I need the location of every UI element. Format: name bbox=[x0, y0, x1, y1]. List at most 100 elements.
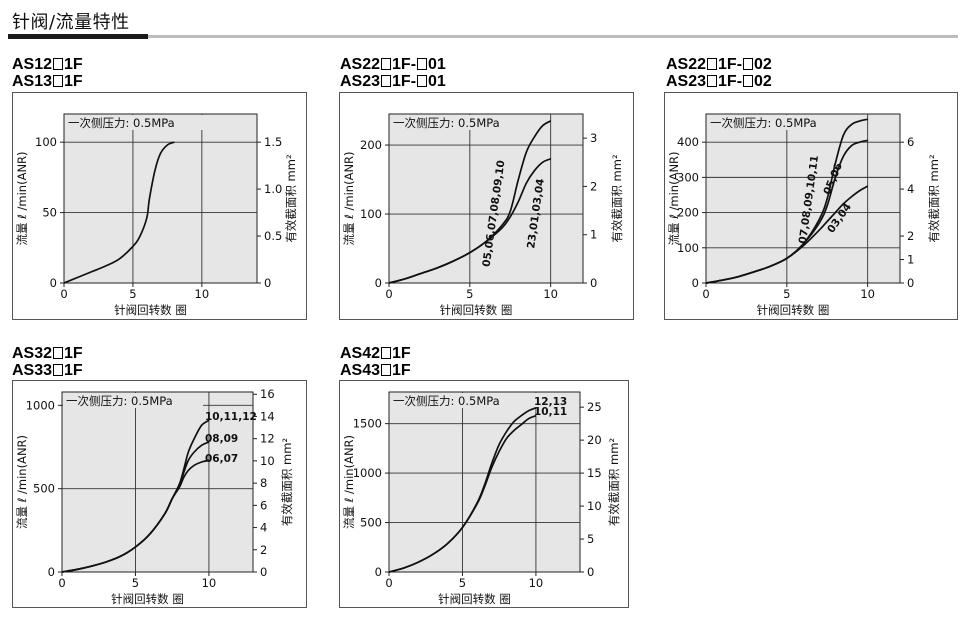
title-underline-dark bbox=[8, 34, 148, 39]
y-tick-label: 100 bbox=[677, 241, 699, 255]
x-tick-label: 0 bbox=[702, 287, 709, 301]
y-axis-title: 流量 ℓ /min(ANR) bbox=[342, 151, 356, 245]
pressure-note-bg bbox=[390, 393, 540, 408]
series-label: 06,07 bbox=[205, 453, 238, 465]
flow-chart-svg: 一次侧压力: 0.5MPa 0 500 1000 1500 0 5 10 15 20 25 0 5 10 针… bbox=[342, 391, 621, 606]
y-tick-label: 0 bbox=[50, 276, 57, 290]
title-underline-light bbox=[148, 35, 958, 38]
page-title: 针阀/流量特性 bbox=[12, 12, 130, 33]
y-axis-title: 流量 ℓ /min(ANR) bbox=[342, 435, 356, 529]
model-line: AS23 1F- 01 bbox=[340, 73, 446, 90]
flow-chart-svg: 一次侧压力: 0.5MPa 0 50 100 0 0.5 1.0 1.5 0 5 10 针阀回转数 圈… bbox=[15, 113, 298, 317]
pressure-note: 一次侧压力: 0.5MPa bbox=[393, 116, 500, 130]
y2-tick-label: 0 bbox=[590, 276, 597, 290]
flow-chart-svg: 一次侧压力: 0.5MPa 0 100 200 300 400 0 1 2 4 6 0 5 10 针阀回转数… bbox=[667, 113, 941, 317]
model-line: AS22 1F- 02 bbox=[666, 56, 772, 73]
pressure-note: 一次侧压力: 0.5MPa bbox=[66, 394, 173, 408]
y-tick-label: 100 bbox=[35, 135, 57, 149]
y-axis-title: 流量 ℓ /min(ANR) bbox=[15, 435, 29, 529]
y2-tick-label: 0 bbox=[587, 565, 594, 579]
pressure-note-bg bbox=[65, 115, 215, 130]
placeholder-box-icon bbox=[707, 75, 718, 87]
placeholder-box-icon bbox=[743, 75, 754, 87]
x-axis-title: 针阀回转数 圈 bbox=[440, 303, 513, 317]
y2-tick-label: 1 bbox=[907, 253, 914, 267]
x-tick-label: 10 bbox=[860, 287, 875, 301]
x-tick-label: 5 bbox=[459, 576, 466, 590]
y2-tick-label: 2 bbox=[590, 179, 597, 193]
model-line: AS23 1F- 02 bbox=[666, 73, 772, 90]
series-label: 10,11,12 bbox=[205, 411, 257, 423]
model-line: AS42 1F bbox=[340, 345, 411, 362]
y2-tick-label: 12 bbox=[260, 432, 275, 446]
pressure-note: 一次侧压力: 0.5MPa bbox=[710, 116, 817, 130]
y2-tick-label: 0 bbox=[260, 565, 267, 579]
placeholder-box-icon bbox=[743, 58, 754, 70]
y2-tick-label: 4 bbox=[907, 182, 914, 196]
y-tick-label: 200 bbox=[677, 206, 699, 220]
y-tick-label: 1000 bbox=[26, 398, 55, 412]
placeholder-box-icon bbox=[53, 58, 64, 70]
x-tick-label: 10 bbox=[195, 287, 210, 301]
x-tick-label: 0 bbox=[60, 287, 67, 301]
plot-area bbox=[61, 391, 254, 573]
x-tick-label: 5 bbox=[129, 287, 136, 301]
y2-tick-label: 0 bbox=[907, 276, 914, 290]
pressure-note: 一次侧压力: 0.5MPa bbox=[68, 116, 175, 130]
y2-tick-label: 4 bbox=[260, 521, 267, 535]
y2-axis-title: 有效截面积 mm² bbox=[927, 154, 941, 242]
x-tick-label: 10 bbox=[543, 287, 558, 301]
pressure-note: 一次侧压力: 0.5MPa bbox=[393, 394, 500, 408]
y2-tick-label: 0.5 bbox=[264, 229, 282, 243]
flow-chart-svg: 一次侧压力: 0.5MPa 0 100 200 0 1 2 3 0 5 10 针阀回转数 圈 流量 ℓ … bbox=[342, 113, 624, 317]
placeholder-box-icon bbox=[53, 75, 64, 87]
placeholder-box-icon bbox=[381, 364, 392, 376]
y2-tick-label: 16 bbox=[260, 387, 275, 401]
y-tick-label: 500 bbox=[360, 516, 382, 530]
y2-tick-label: 0 bbox=[264, 276, 271, 290]
y2-axis-title: 有效截面积 mm² bbox=[284, 154, 298, 242]
y-tick-label: 500 bbox=[33, 482, 55, 496]
y2-tick-label: 6 bbox=[260, 498, 267, 512]
placeholder-box-icon bbox=[381, 58, 392, 70]
pressure-note-bg bbox=[707, 115, 857, 130]
y2-tick-label: 25 bbox=[587, 400, 602, 414]
placeholder-box-icon bbox=[417, 75, 428, 87]
y2-tick-label: 14 bbox=[260, 409, 275, 423]
series-line bbox=[61, 459, 210, 573]
placeholder-box-icon bbox=[53, 364, 64, 376]
x-tick-label: 0 bbox=[58, 576, 65, 590]
y2-tick-label: 2 bbox=[907, 229, 914, 243]
y-tick-label: 1000 bbox=[353, 466, 382, 480]
x-tick-label: 10 bbox=[202, 576, 217, 590]
y2-tick-label: 3 bbox=[590, 131, 597, 145]
model-line: AS12 1F bbox=[12, 56, 83, 73]
x-tick-label: 5 bbox=[466, 287, 473, 301]
x-axis-title: 针阀回转数 圈 bbox=[111, 592, 184, 606]
y-tick-label: 400 bbox=[677, 135, 699, 149]
y2-tick-label: 10 bbox=[587, 499, 602, 513]
model-line: AS13 1F bbox=[12, 73, 83, 90]
y2-tick-label: 10 bbox=[260, 454, 275, 468]
series-line bbox=[705, 185, 869, 284]
y-tick-label: 100 bbox=[360, 207, 382, 221]
series-line bbox=[388, 158, 552, 284]
x-axis-title: 针阀回转数 圈 bbox=[757, 303, 830, 317]
y2-tick-label: 1 bbox=[590, 228, 597, 242]
y2-tick-label: 20 bbox=[587, 433, 602, 447]
y-tick-label: 300 bbox=[677, 170, 699, 184]
y2-tick-label: 15 bbox=[587, 466, 602, 480]
flow-chart-svg: 一次侧压力: 0.5MPa 0 500 1000 0 2 4 6 8 10 12 14 16 0 5 10 针阀… bbox=[15, 387, 294, 606]
model-line: AS43 1F bbox=[340, 362, 411, 379]
placeholder-box-icon bbox=[381, 347, 392, 359]
y-tick-label: 0 bbox=[375, 565, 382, 579]
y2-tick-label: 1.0 bbox=[264, 182, 282, 196]
y2-axis-title: 有效截面积 mm² bbox=[607, 438, 621, 526]
series-line bbox=[63, 141, 175, 284]
y-tick-label: 50 bbox=[42, 206, 57, 220]
y-tick-label: 0 bbox=[48, 565, 55, 579]
y2-tick-label: 8 bbox=[260, 476, 267, 490]
model-line: AS33 1F bbox=[12, 362, 83, 379]
y2-tick-label: 2 bbox=[260, 543, 267, 557]
y-axis-title: 流量 ℓ /min(ANR) bbox=[15, 151, 29, 245]
